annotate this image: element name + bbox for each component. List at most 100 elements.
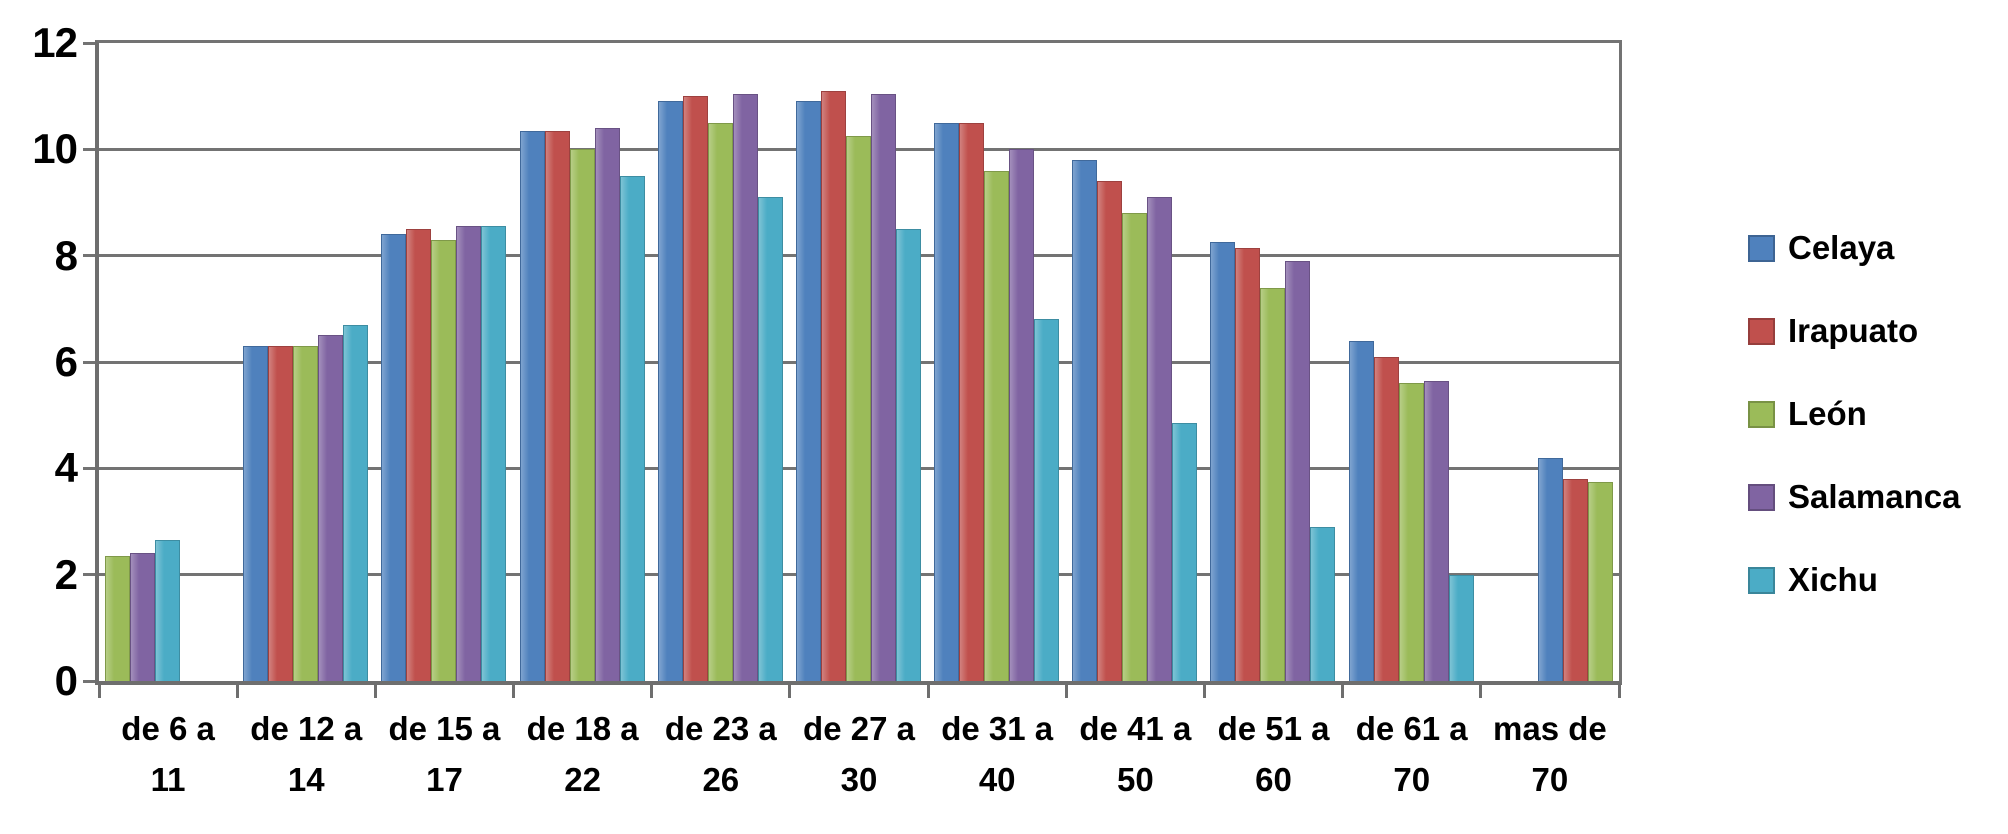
x-tick-7 bbox=[1064, 685, 1068, 698]
bar-celaya-2 bbox=[243, 346, 269, 681]
y-axis-label-6: 6 bbox=[54, 338, 78, 385]
bar-celaya-3 bbox=[381, 234, 407, 681]
bar-xichu-1 bbox=[155, 540, 180, 681]
legend-item-celaya: Celaya bbox=[1748, 228, 1960, 268]
x-axis-label-5: de 23 a 26 bbox=[664, 710, 777, 799]
legend-item-león: León bbox=[1748, 394, 1960, 434]
bar-irapuato-10 bbox=[1373, 356, 1399, 682]
x-axis-label-8: de 41 a 50 bbox=[1079, 710, 1192, 799]
bar-xichu-3 bbox=[481, 226, 507, 681]
bar-irapuato-7 bbox=[959, 122, 985, 682]
x-axis-label-6: de 27 a 30 bbox=[803, 710, 915, 799]
y-axis-label-8: 8 bbox=[54, 231, 78, 279]
bar-celaya-7 bbox=[934, 122, 960, 682]
y-tick-0 bbox=[83, 679, 95, 683]
bar-xichu-4 bbox=[619, 175, 645, 682]
bar-celaya-6 bbox=[795, 101, 821, 681]
legend-label: León bbox=[1788, 395, 1867, 432]
bar-group-4 bbox=[514, 43, 652, 682]
x-tick-11 bbox=[1617, 685, 1621, 698]
bar-león-1 bbox=[105, 556, 130, 681]
bar-salamanca-6 bbox=[870, 93, 896, 682]
bar-group-5 bbox=[652, 43, 790, 682]
bar-xichu-5 bbox=[757, 197, 783, 681]
x-tick-1 bbox=[235, 685, 239, 698]
bar-salamanca-8 bbox=[1147, 197, 1173, 681]
x-axis-label-7: de 31 a 40 bbox=[941, 710, 1054, 799]
bar-celaya-11 bbox=[1537, 457, 1563, 682]
bar-león-11 bbox=[1587, 481, 1613, 682]
x-tick-4 bbox=[650, 685, 654, 698]
legend-label: Salamanca bbox=[1788, 478, 1961, 515]
x-axis-label-4: de 18 a 22 bbox=[526, 710, 639, 799]
x-axis-label-1: de 6 a 11 bbox=[121, 710, 215, 799]
x-tick-9 bbox=[1341, 685, 1345, 698]
bar-group-11 bbox=[1481, 43, 1619, 682]
bar-group-3 bbox=[375, 43, 513, 682]
x-tick-3 bbox=[512, 685, 516, 698]
bar-león-3 bbox=[431, 239, 457, 682]
bar-group-8 bbox=[1066, 43, 1204, 682]
bar-celaya-8 bbox=[1072, 159, 1098, 682]
legend-swatch-icon bbox=[1748, 400, 1775, 428]
x-tick-8 bbox=[1202, 685, 1206, 698]
bar-irapuato-4 bbox=[544, 130, 570, 682]
bar-salamanca-4 bbox=[594, 128, 620, 681]
y-tick-10 bbox=[83, 147, 95, 151]
bar-león-4 bbox=[569, 149, 595, 681]
bar-xichu-9 bbox=[1310, 526, 1336, 682]
bar-xichu-2 bbox=[343, 324, 369, 682]
bar-celaya-10 bbox=[1348, 340, 1374, 682]
bar-group-1 bbox=[99, 43, 237, 681]
y-tick-4 bbox=[83, 466, 95, 470]
bar-león-6 bbox=[845, 136, 871, 681]
bar-salamanca-2 bbox=[318, 335, 344, 681]
bar-celaya-4 bbox=[519, 130, 545, 682]
x-tick-6 bbox=[926, 685, 930, 698]
legend-item-irapuato: Irapuato bbox=[1748, 311, 1960, 351]
bar-celaya-9 bbox=[1210, 242, 1236, 681]
bar-león-2 bbox=[293, 346, 319, 681]
y-tick-12 bbox=[83, 41, 95, 45]
x-tick-2 bbox=[373, 685, 377, 698]
x-axis-label-11: mas de 70 bbox=[1493, 710, 1607, 799]
legend-swatch-icon bbox=[1748, 317, 1775, 345]
y-axis-label-12: 12 bbox=[32, 19, 78, 66]
bar-xichu-6 bbox=[895, 229, 921, 681]
y-axis-label-0: 0 bbox=[54, 657, 78, 704]
x-axis-label-9: de 51 a 60 bbox=[1217, 710, 1330, 799]
bar-león-5 bbox=[707, 122, 733, 682]
bar-león-8 bbox=[1122, 213, 1148, 681]
legend: Celaya Irapuato León Salamanca Xichu bbox=[1748, 228, 1960, 600]
bar-león-10 bbox=[1398, 383, 1424, 681]
x-tick-5 bbox=[788, 685, 792, 698]
bar-group-10 bbox=[1343, 43, 1481, 682]
bar-irapuato-6 bbox=[820, 90, 846, 682]
x-tick-10 bbox=[1479, 685, 1483, 698]
bar-group-6 bbox=[790, 43, 928, 682]
legend-item-salamanca: Salamanca bbox=[1748, 477, 1960, 517]
bar-xichu-10 bbox=[1448, 574, 1474, 682]
legend-label: Celaya bbox=[1788, 229, 1895, 266]
legend-item-xichu: Xichu bbox=[1748, 560, 1960, 600]
bar-irapuato-2 bbox=[268, 346, 294, 681]
y-axis-label-2: 2 bbox=[54, 550, 78, 598]
bar-xichu-7 bbox=[1034, 319, 1060, 681]
legend-label: Xichu bbox=[1788, 561, 1878, 598]
x-tick-0 bbox=[97, 685, 101, 698]
bar-irapuato-8 bbox=[1097, 181, 1123, 681]
bar-salamanca-1 bbox=[130, 553, 155, 681]
bar-irapuato-11 bbox=[1562, 478, 1588, 682]
bar-irapuato-5 bbox=[682, 96, 708, 681]
bar-celaya-5 bbox=[657, 101, 683, 681]
x-axis-label-10: de 61 a 70 bbox=[1355, 710, 1468, 799]
y-axis-label-4: 4 bbox=[54, 444, 78, 492]
bar-salamanca-10 bbox=[1423, 380, 1449, 682]
y-axis-label-10: 10 bbox=[32, 125, 78, 173]
legend-swatch-icon bbox=[1748, 234, 1775, 262]
plot-area bbox=[95, 40, 1622, 685]
bar-xichu-8 bbox=[1172, 423, 1198, 681]
bar-salamanca-5 bbox=[732, 93, 758, 682]
bar-group-9 bbox=[1204, 43, 1342, 682]
y-tick-8 bbox=[83, 254, 95, 258]
